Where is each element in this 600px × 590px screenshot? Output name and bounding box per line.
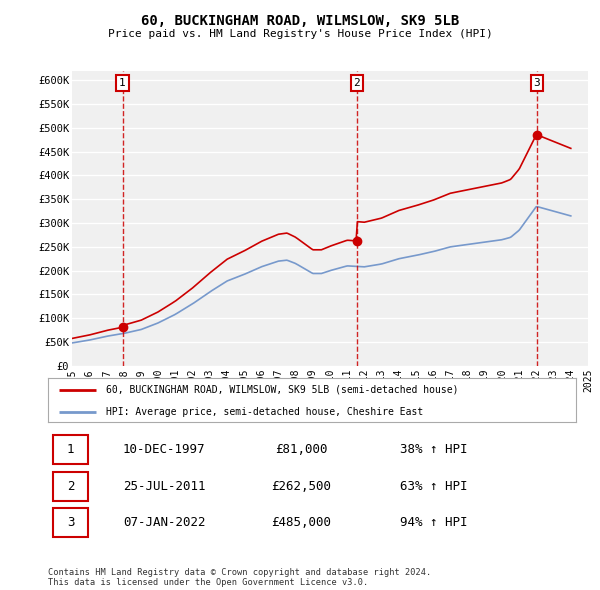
Text: 94% ↑ HPI: 94% ↑ HPI bbox=[400, 516, 467, 529]
Text: Contains HM Land Registry data © Crown copyright and database right 2024.
This d: Contains HM Land Registry data © Crown c… bbox=[48, 568, 431, 587]
FancyBboxPatch shape bbox=[53, 435, 88, 464]
Text: 25-JUL-2011: 25-JUL-2011 bbox=[123, 480, 205, 493]
Text: 38% ↑ HPI: 38% ↑ HPI bbox=[400, 443, 467, 456]
FancyBboxPatch shape bbox=[53, 509, 88, 537]
Text: 63% ↑ HPI: 63% ↑ HPI bbox=[400, 480, 467, 493]
Text: 1: 1 bbox=[67, 443, 74, 456]
Text: 3: 3 bbox=[67, 516, 74, 529]
Text: 2: 2 bbox=[67, 480, 74, 493]
Text: 3: 3 bbox=[533, 78, 540, 88]
Text: £81,000: £81,000 bbox=[275, 443, 328, 456]
Text: 07-JAN-2022: 07-JAN-2022 bbox=[123, 516, 205, 529]
Text: HPI: Average price, semi-detached house, Cheshire East: HPI: Average price, semi-detached house,… bbox=[106, 407, 424, 417]
Text: Price paid vs. HM Land Registry's House Price Index (HPI): Price paid vs. HM Land Registry's House … bbox=[107, 30, 493, 39]
FancyBboxPatch shape bbox=[53, 472, 88, 500]
Text: £262,500: £262,500 bbox=[271, 480, 331, 493]
Text: £485,000: £485,000 bbox=[271, 516, 331, 529]
Text: 10-DEC-1997: 10-DEC-1997 bbox=[123, 443, 205, 456]
Text: 60, BUCKINGHAM ROAD, WILMSLOW, SK9 5LB: 60, BUCKINGHAM ROAD, WILMSLOW, SK9 5LB bbox=[141, 14, 459, 28]
Text: 2: 2 bbox=[353, 78, 360, 88]
Text: 1: 1 bbox=[119, 78, 126, 88]
Text: 60, BUCKINGHAM ROAD, WILMSLOW, SK9 5LB (semi-detached house): 60, BUCKINGHAM ROAD, WILMSLOW, SK9 5LB (… bbox=[106, 385, 458, 395]
